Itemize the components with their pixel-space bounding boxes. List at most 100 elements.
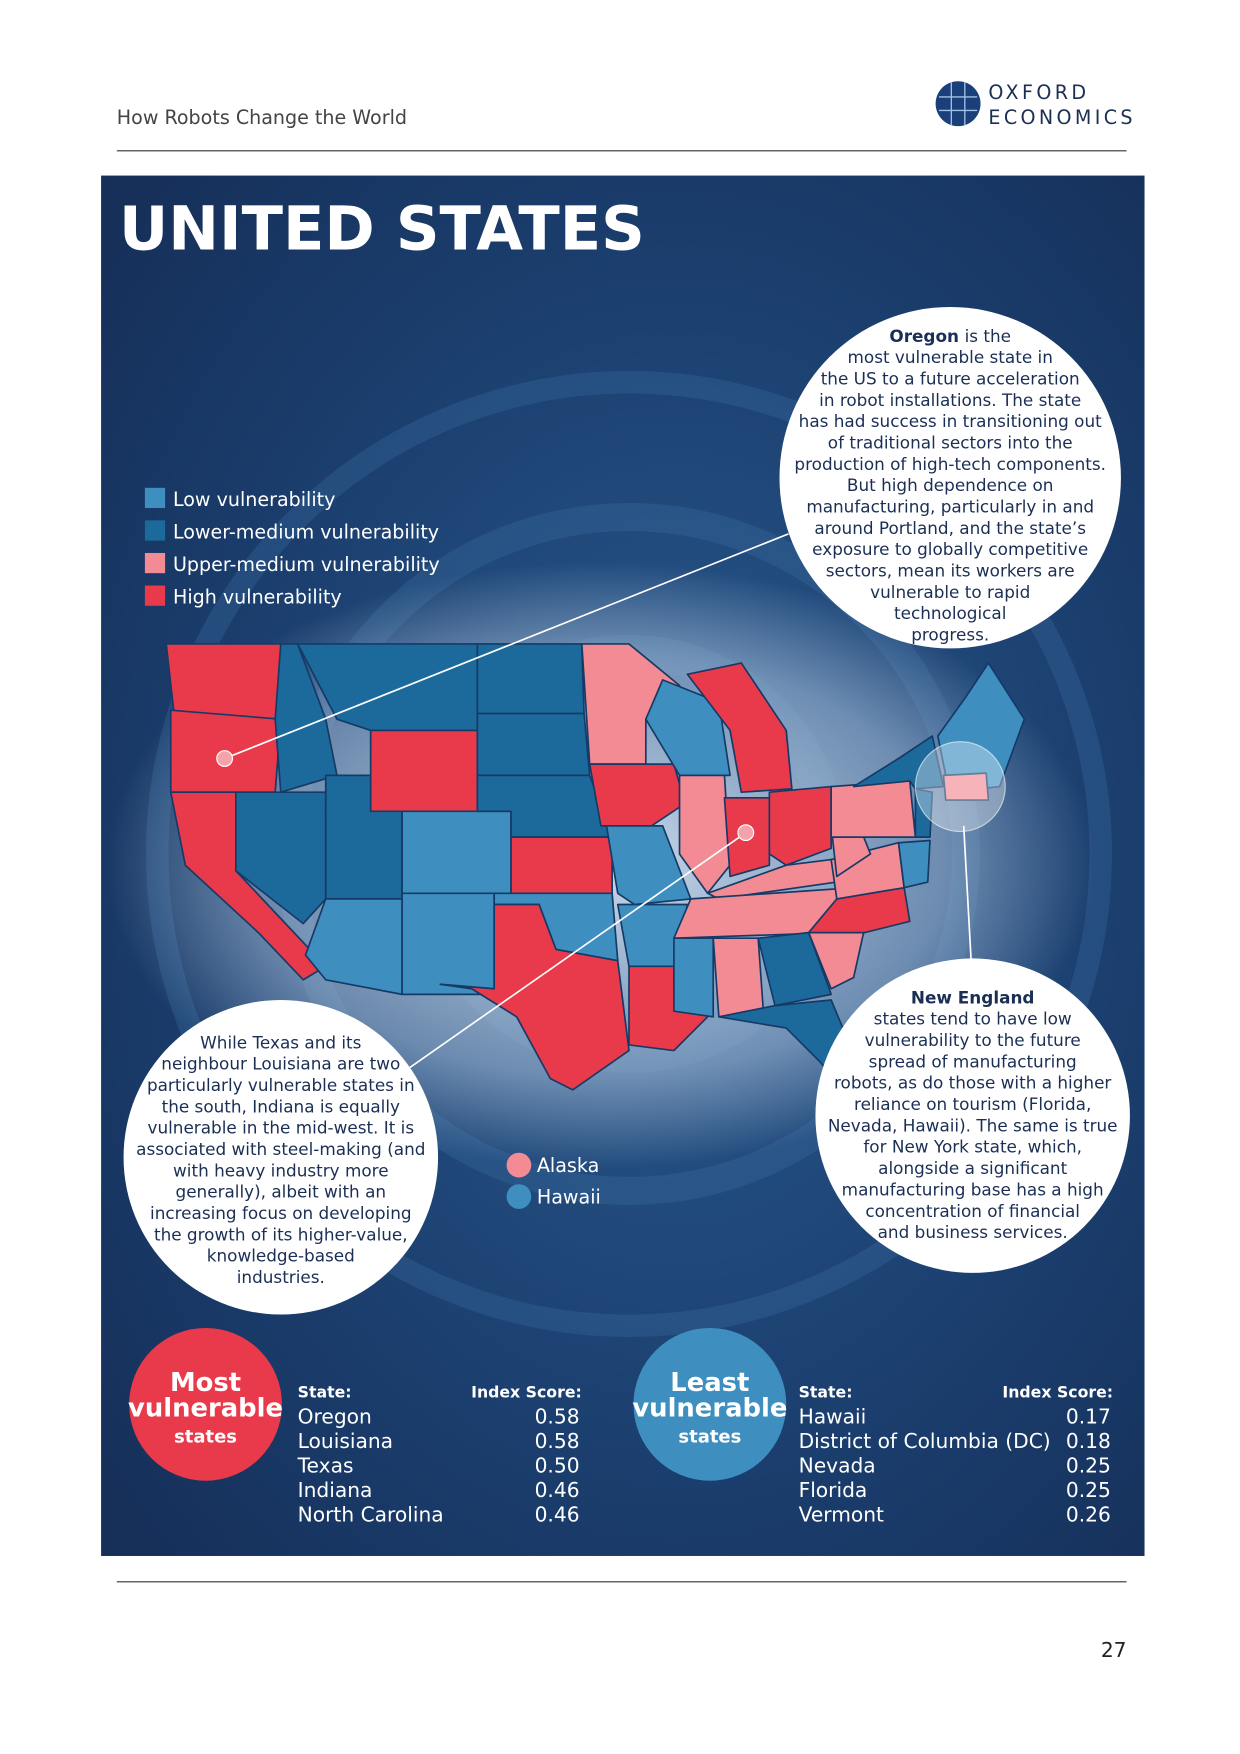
index-score: 0.46	[535, 1478, 580, 1502]
callout-text: the south, Indiana is equally	[162, 1096, 400, 1116]
highlight	[914, 741, 1006, 833]
legend: Low vulnerability Lower-medium vulnerabil…	[144, 487, 440, 609]
callout-text: alongside a significant	[878, 1158, 1067, 1178]
badge-text: Most	[170, 1368, 241, 1398]
callout-line: is the	[965, 326, 1011, 346]
state	[439, 903, 630, 1091]
badge-text: states	[174, 1427, 237, 1448]
legend-swatch	[144, 585, 166, 606]
callout-text: vulnerable in the mid-west. It is	[147, 1118, 414, 1138]
column-header: State:	[799, 1383, 853, 1402]
state	[165, 643, 282, 721]
callout-text: progress.	[911, 625, 989, 645]
legend-swatch	[144, 552, 166, 574]
callout-text: increasing focus on developing	[150, 1203, 412, 1223]
callout-text: knowledge-based	[207, 1246, 355, 1266]
index-score: 0.50	[535, 1453, 580, 1477]
callout-circle	[779, 306, 1121, 649]
legend-label: Upper-medium vulnerability	[173, 553, 440, 576]
callout-text: exposure to globally competitive	[812, 539, 1088, 559]
state	[686, 662, 793, 794]
state	[304, 898, 403, 996]
callout-text: spread of manufacturing	[869, 1051, 1077, 1071]
callout-text: in robot installations. The state	[819, 390, 1081, 410]
legend-swatch	[144, 520, 166, 541]
state-name: Florida	[799, 1478, 868, 1502]
index-score: 0.25	[1066, 1478, 1111, 1502]
legend-swatch	[144, 487, 166, 509]
callout-text: and business services.	[878, 1222, 1068, 1242]
legend-label: High vulnerability	[173, 586, 342, 609]
callout-text: around Portland, and the state’s	[814, 518, 1086, 538]
badge	[633, 1327, 787, 1481]
state-name: Nevada	[799, 1453, 876, 1477]
callout-text: robots, as do those with a higher	[834, 1073, 1111, 1093]
callout-text: associated with steel-making (and	[136, 1139, 425, 1159]
state-name: Hawaii	[799, 1404, 867, 1428]
state	[897, 839, 931, 889]
state-name: Vermont	[799, 1502, 884, 1526]
column-header: Index Score:	[1002, 1383, 1113, 1402]
callout-text: particularly vulnerable states in	[147, 1075, 415, 1095]
callout-text: Oregon is the	[889, 326, 1011, 346]
callout-circle	[123, 999, 439, 1315]
header-title: How Robots Change the World	[117, 106, 407, 129]
callout-text: While Texas and its	[200, 1032, 361, 1052]
callout-text: for New York state, which,	[863, 1137, 1082, 1157]
callout-text: But high dependence on	[847, 475, 1054, 495]
callout-text: vulnerability to the future	[865, 1030, 1081, 1050]
index-score: 0.58	[535, 1404, 580, 1428]
logo-text: ECONOMICS	[988, 106, 1136, 129]
index-score: 0.58	[535, 1429, 580, 1453]
legend-label: Lower-medium vulnerability	[173, 520, 439, 543]
logo: OXFORD ECONOMICS	[935, 81, 1136, 129]
legend-label: Low vulnerability	[173, 488, 335, 511]
inset-label: Alaska	[537, 1154, 599, 1177]
badge-text: Least	[670, 1368, 749, 1398]
callout-text: neighbour Louisiana are two	[161, 1054, 400, 1074]
state	[757, 931, 833, 1007]
callout-text: generally), albeit with an	[176, 1182, 387, 1202]
callout-text: of traditional sectors into the	[828, 433, 1073, 453]
state	[476, 712, 591, 777]
callout-circle	[815, 958, 1130, 1273]
state	[830, 780, 917, 838]
state	[369, 729, 479, 813]
state-name: Texas	[297, 1453, 354, 1477]
callout-text: industries.	[237, 1267, 325, 1287]
page-number: 27	[1101, 1638, 1127, 1662]
state-name: Louisiana	[298, 1429, 393, 1453]
state	[852, 735, 945, 790]
state-name: Indiana	[298, 1478, 373, 1502]
state	[510, 836, 613, 895]
logo-text: OXFORD	[988, 81, 1089, 104]
index-score: 0.18	[1066, 1429, 1111, 1453]
column-header: Index Score:	[471, 1383, 582, 1402]
callout-text: manufacturing, particularly in and	[806, 497, 1094, 517]
index-score: 0.26	[1066, 1502, 1111, 1526]
state	[678, 774, 731, 895]
index-score: 0.25	[1066, 1453, 1111, 1477]
badge-text: vulnerable	[128, 1394, 283, 1424]
state	[768, 785, 833, 867]
callout-text: technological	[894, 603, 1006, 623]
pin	[216, 750, 234, 767]
badge-text: vulnerable	[632, 1394, 787, 1424]
insets: Alaska Hawaii	[506, 1152, 601, 1209]
callout-lead: New England	[911, 987, 1035, 1007]
map	[165, 643, 1026, 1097]
state-name: North Carolina	[298, 1502, 444, 1526]
callout-text: the growth of its higher-value,	[154, 1224, 408, 1244]
badge	[129, 1327, 282, 1481]
callout-text: Nevada, Hawaii). The same is true	[828, 1115, 1118, 1135]
column-header: State:	[298, 1383, 352, 1402]
state	[476, 643, 585, 715]
state	[588, 763, 686, 827]
callout-text: has had success in transitioning out	[799, 411, 1102, 431]
state	[673, 937, 715, 1018]
state-name: District of Columbia (DC)	[799, 1429, 1051, 1453]
callout-text: reliance on tourism (Florida,	[854, 1094, 1091, 1114]
index-score: 0.17	[1066, 1404, 1111, 1428]
